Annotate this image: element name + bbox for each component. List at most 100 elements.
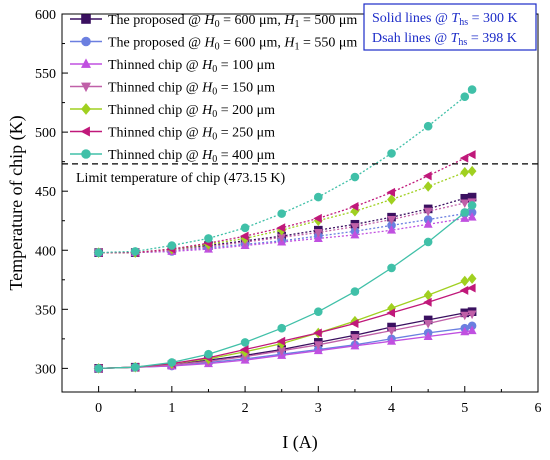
line-style-note-box bbox=[363, 3, 537, 51]
x-axis-label: I (A) bbox=[282, 432, 317, 453]
limit-temperature-label: Limit temperature of chip (473.15 K) bbox=[76, 171, 285, 186]
data-point bbox=[460, 92, 470, 101]
dash-lines-note: Dsah lines @ Ths = 398 K bbox=[372, 31, 517, 48]
dash-line bbox=[98, 216, 473, 254]
legend-label: Thinned chip @ H0 = 150 μm bbox=[108, 81, 275, 98]
data-point bbox=[313, 213, 322, 223]
y-tick-label: 500 bbox=[35, 126, 56, 141]
data-point bbox=[467, 273, 477, 284]
data-point bbox=[423, 171, 432, 181]
data-point bbox=[350, 287, 360, 296]
legend-marker bbox=[81, 82, 91, 93]
data-point bbox=[167, 358, 177, 367]
data-point bbox=[387, 327, 397, 336]
data-point bbox=[467, 212, 477, 221]
data-point bbox=[349, 202, 359, 212]
data-point bbox=[423, 181, 433, 192]
data-point bbox=[387, 336, 397, 345]
legend-marker bbox=[81, 58, 91, 68]
legend-entry: Thinned chip @ H0 = 250 μm bbox=[70, 126, 275, 143]
data-point bbox=[350, 229, 360, 239]
legend-label: The proposed @ H0 = 600 μm, H1 = 500 μm bbox=[108, 13, 357, 30]
y-tick-label: 550 bbox=[35, 67, 56, 82]
x-tick-label: 2 bbox=[242, 401, 249, 416]
plot-frame bbox=[61, 13, 539, 393]
data-point bbox=[204, 349, 213, 359]
dash-line bbox=[98, 211, 473, 254]
legend-entry: The proposed @ H0 = 600 μm, H1 = 500 μm bbox=[70, 13, 357, 30]
data-point bbox=[467, 201, 477, 210]
data-point bbox=[387, 225, 397, 234]
data-point bbox=[350, 340, 360, 350]
data-point bbox=[460, 326, 470, 336]
legend-label: Thinned chip @ H0 = 250 μm bbox=[108, 126, 275, 143]
data-point bbox=[467, 325, 477, 335]
x-tick-label: 3 bbox=[315, 401, 322, 416]
data-point bbox=[460, 311, 470, 321]
data-point bbox=[459, 153, 469, 163]
legend-marker bbox=[81, 103, 91, 115]
y-tick-label: 400 bbox=[35, 244, 56, 259]
data-point bbox=[276, 223, 286, 233]
legend-entry: Thinned chip @ H0 = 200 μm bbox=[70, 103, 275, 120]
solid-line bbox=[98, 204, 473, 370]
data-point bbox=[94, 364, 103, 373]
legend-label: Thinned chip @ H0 = 200 μm bbox=[108, 103, 275, 120]
legend-label: Thinned chip @ H0 = 100 μm bbox=[108, 58, 275, 75]
data-point bbox=[276, 336, 286, 346]
x-tick-label: 5 bbox=[461, 401, 468, 416]
data-point bbox=[94, 248, 103, 257]
data-point bbox=[423, 207, 433, 217]
data-point bbox=[130, 362, 140, 372]
data-point bbox=[423, 219, 433, 228]
legend-marker bbox=[81, 149, 91, 159]
legend-label: The proposed @ H0 = 600 μm, H1 = 550 μm bbox=[108, 36, 357, 53]
data-point bbox=[130, 247, 140, 256]
data-point bbox=[467, 165, 477, 177]
data-point bbox=[460, 167, 470, 178]
x-tick-label: 1 bbox=[168, 401, 175, 416]
data-point bbox=[387, 194, 396, 205]
data-point bbox=[313, 328, 322, 338]
series-layer bbox=[93, 85, 477, 374]
data-point bbox=[350, 172, 360, 182]
solid-line bbox=[98, 313, 473, 370]
y-tick-label: 350 bbox=[35, 303, 56, 318]
data-point bbox=[386, 187, 396, 197]
data-point bbox=[350, 223, 360, 232]
axis-ticks: 0 1 2 3 4 5 6 300 350 400 450 500 550 600 bbox=[35, 8, 542, 416]
data-point bbox=[467, 283, 476, 293]
data-point bbox=[313, 233, 323, 242]
data-point bbox=[277, 323, 286, 333]
data-point bbox=[467, 85, 477, 94]
dash-line bbox=[98, 89, 473, 254]
legend: The proposed @ H0 = 600 μm, H1 = 500 μm T… bbox=[70, 13, 357, 165]
legend-marker bbox=[80, 126, 90, 137]
data-point bbox=[240, 231, 249, 241]
legend-entry: The proposed @ H0 = 600 μm, H1 = 550 μm bbox=[70, 36, 357, 53]
data-point bbox=[387, 149, 396, 158]
solid-line bbox=[98, 329, 473, 370]
data-point bbox=[314, 192, 323, 202]
series-5 bbox=[94, 165, 477, 374]
data-point bbox=[467, 150, 476, 160]
x-tick-label: 0 bbox=[95, 401, 102, 416]
x-tick-label: 6 bbox=[535, 401, 542, 416]
solid-lines-note: Solid lines @ Ths = 300 K bbox=[372, 11, 518, 28]
data-point bbox=[204, 234, 213, 243]
data-point bbox=[460, 275, 470, 287]
legend-entry: Thinned chip @ H0 = 400 μm bbox=[70, 148, 275, 165]
data-point bbox=[423, 297, 432, 307]
data-point bbox=[387, 263, 396, 273]
legend-entry: Thinned chip @ H0 = 150 μm bbox=[70, 81, 275, 98]
data-point bbox=[387, 216, 397, 225]
data-point bbox=[350, 334, 360, 343]
data-point bbox=[467, 310, 477, 320]
legend-label: Thinned chip @ H0 = 400 μm bbox=[108, 148, 275, 165]
dash-line bbox=[98, 170, 473, 254]
solid-line bbox=[98, 287, 473, 370]
data-point bbox=[423, 121, 433, 131]
data-point bbox=[313, 345, 323, 355]
data-point bbox=[459, 285, 469, 295]
